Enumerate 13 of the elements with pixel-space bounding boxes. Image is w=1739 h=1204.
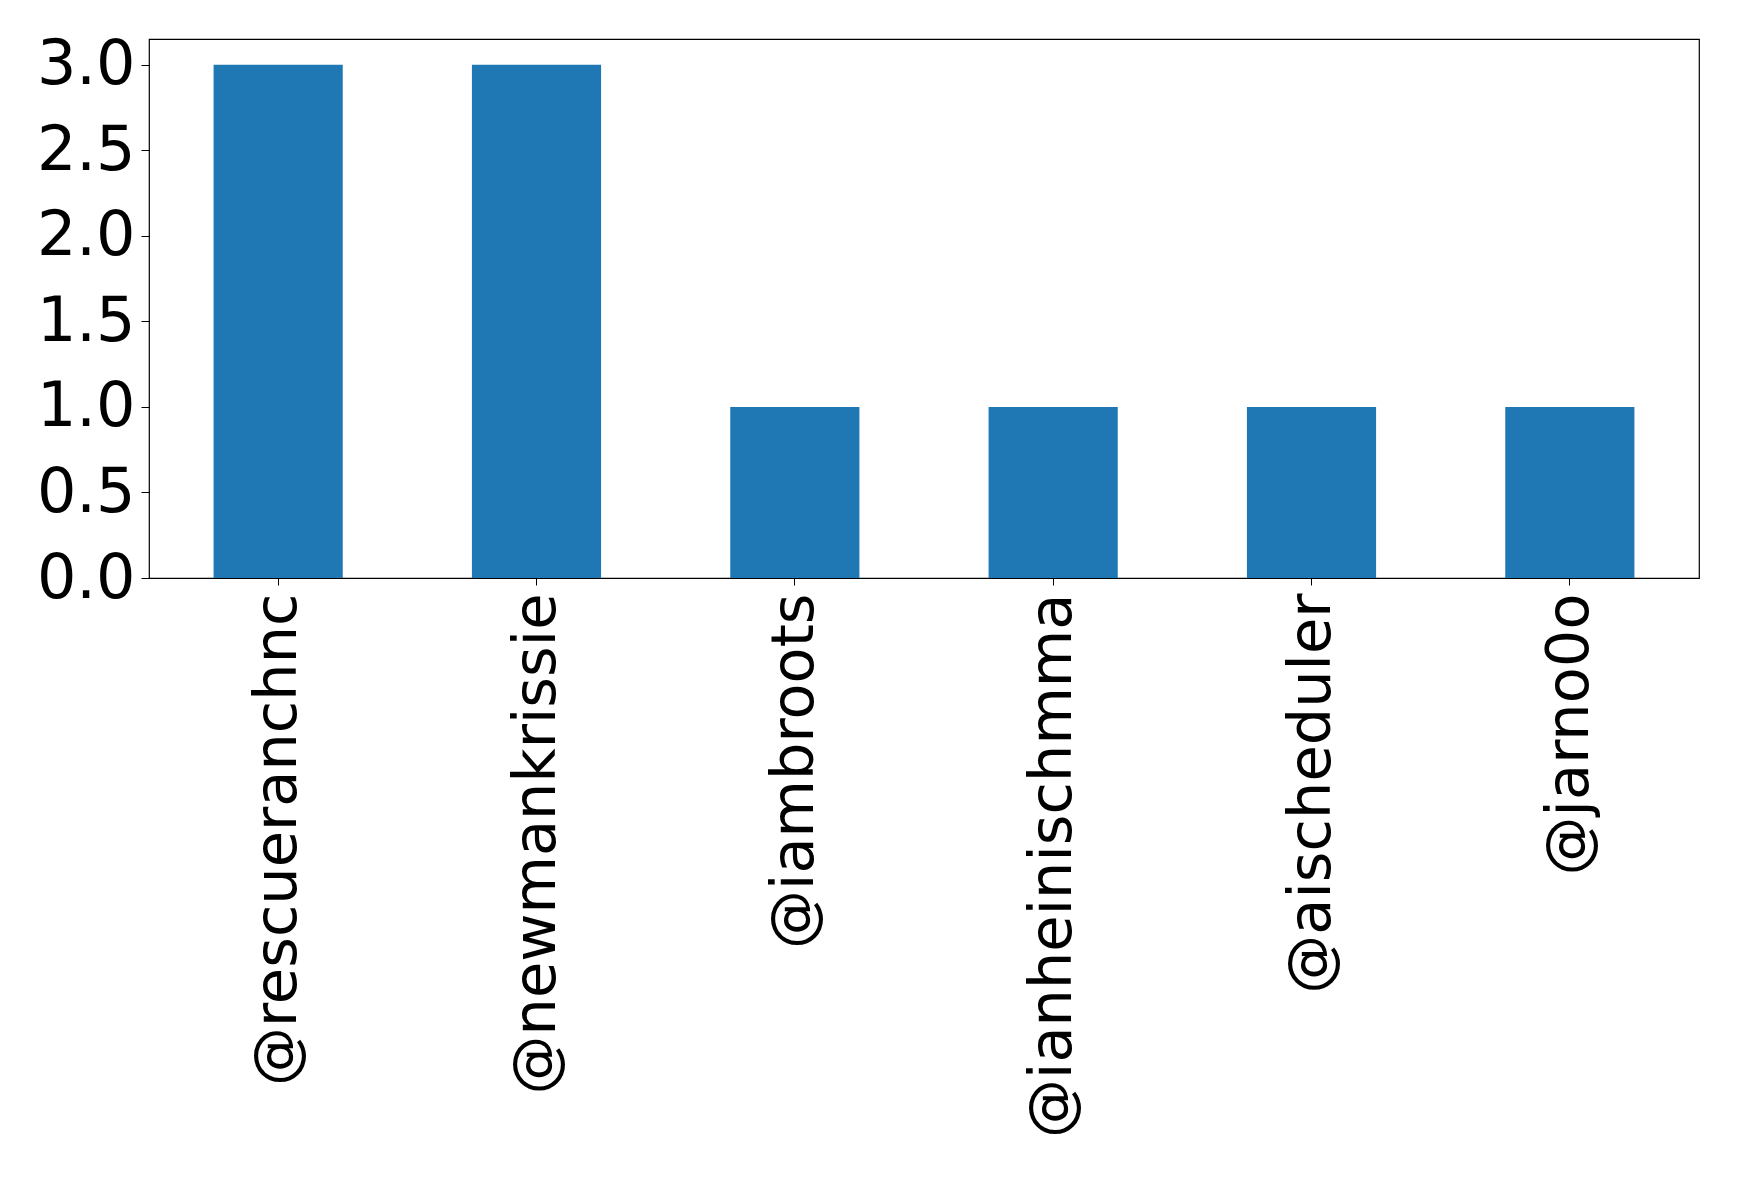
y-tick-label: 0.5 — [36, 453, 136, 527]
y-tick-label: 3.0 — [36, 26, 136, 100]
y-tick-label: 1.5 — [36, 282, 136, 356]
x-tick-label: @jarno0o — [1532, 593, 1602, 876]
x-tick-label: @rescueranchnc — [241, 593, 311, 1087]
y-tick-label: 0.0 — [36, 539, 136, 613]
x-tick-label: @newmankrissie — [499, 593, 569, 1095]
x-tick-label: @ianheinischmma — [1016, 593, 1086, 1138]
x-tick-label: @aischeduler — [1274, 592, 1344, 994]
x-tick-label: @iambroots — [757, 593, 827, 949]
y-tick-label: 2.5 — [36, 111, 136, 185]
y-tick-label: 2.0 — [36, 197, 136, 271]
y-tick-label: 1.0 — [36, 368, 136, 442]
